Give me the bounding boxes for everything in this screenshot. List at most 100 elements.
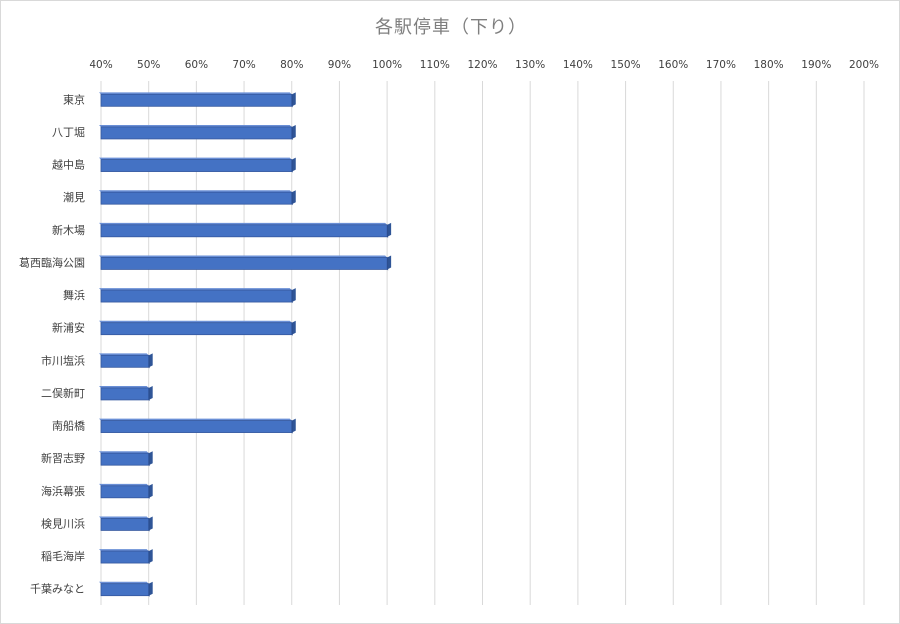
- category-label: 新習志野: [41, 451, 85, 465]
- category-label: 検見川浜: [41, 516, 85, 530]
- category-label: 南船橋: [52, 419, 85, 433]
- bar: [99, 157, 296, 173]
- category-label: 潮見: [63, 190, 85, 204]
- x-tick-label: 100%: [372, 59, 402, 71]
- bar-side-face: [387, 224, 389, 238]
- bar: [99, 222, 392, 238]
- bar-front-face: [100, 191, 293, 205]
- bar-top-face: [99, 581, 149, 584]
- x-tick-label: 140%: [563, 59, 593, 71]
- bar: [99, 451, 153, 467]
- bar-side-face: [148, 551, 150, 565]
- bar-top-face: [99, 255, 388, 258]
- category-label: 二俣新町: [41, 386, 85, 400]
- bar-side-face: [291, 192, 293, 206]
- x-axis-ticks: 40% 50% 60% 70% 80% 90% 100% 110% 120% 130% 140% 15…: [89, 59, 879, 71]
- category-label: 東京: [63, 92, 85, 106]
- bar-front-face: [100, 322, 293, 336]
- x-tick-label: 70%: [232, 59, 255, 71]
- x-tick-label: 160%: [658, 59, 688, 71]
- category-label: 葛西臨海公園: [19, 255, 85, 269]
- category-label: 稲毛海岸: [41, 549, 85, 563]
- category-label: 八丁堀: [52, 126, 85, 139]
- x-tick-label: 190%: [801, 59, 831, 71]
- bar-side-face: [387, 257, 389, 271]
- bar-side-face: [148, 518, 150, 532]
- bar-top-face: [99, 320, 292, 323]
- bar-top-face: [99, 451, 149, 454]
- bar: [99, 320, 296, 336]
- category-label: 新木場: [52, 223, 85, 237]
- category-label: 新浦安: [52, 321, 85, 335]
- x-tick-label: 120%: [467, 59, 497, 71]
- x-tick-label: 50%: [137, 59, 160, 71]
- bar-top-face: [99, 549, 149, 552]
- category-labels: 東京八丁堀越中島潮見新木場葛西臨海公園舞浜新浦安市川塩浜二俣新町南船橋新習志野海…: [19, 92, 85, 595]
- x-tick-label: 40%: [89, 59, 112, 71]
- category-label: 越中島: [52, 158, 85, 172]
- bar-top-face: [99, 157, 292, 160]
- bar-top-face: [99, 353, 149, 356]
- bar: [99, 124, 296, 140]
- bar-top-face: [99, 222, 388, 225]
- category-label: 市川塩浜: [41, 353, 85, 367]
- bar-side-face: [148, 355, 150, 369]
- bar-top-face: [99, 483, 149, 486]
- bar-front-face: [100, 289, 293, 303]
- bar-side-face: [291, 94, 293, 108]
- category-label: 海浜幕張: [41, 484, 85, 498]
- x-tick-label: 130%: [515, 59, 545, 71]
- bar: [99, 92, 296, 108]
- bar-front-face: [100, 354, 150, 368]
- bar-top-face: [99, 124, 292, 127]
- bar: [99, 418, 296, 434]
- bar: [99, 581, 153, 597]
- bar-side-face: [148, 485, 150, 499]
- x-tick-label: 200%: [849, 59, 879, 71]
- bar-side-face: [148, 453, 150, 467]
- bar-top-face: [99, 516, 149, 519]
- gridlines: [100, 81, 865, 605]
- bar-front-face: [100, 550, 150, 564]
- x-tick-label: 150%: [611, 59, 641, 71]
- bar: [99, 190, 296, 206]
- x-tick-label: 170%: [706, 59, 736, 71]
- bar: [99, 288, 296, 304]
- bar-top-face: [99, 288, 292, 291]
- bar-front-face: [100, 420, 293, 433]
- bar-side-face: [291, 126, 293, 140]
- x-tick-label: 110%: [420, 59, 450, 71]
- bar-front-face: [100, 93, 293, 107]
- bar-top-face: [99, 385, 149, 388]
- bar: [99, 516, 153, 532]
- bar-front-face: [100, 485, 150, 499]
- x-tick-label: 180%: [754, 59, 784, 71]
- bars: [99, 92, 392, 597]
- bar-top-face: [99, 418, 292, 421]
- category-label: 舞浜: [63, 289, 85, 302]
- bar-front-face: [100, 518, 150, 531]
- bar-front-face: [100, 387, 150, 401]
- category-label: 千葉みなと: [30, 582, 85, 596]
- bar: [99, 549, 153, 565]
- bar-front-face: [100, 224, 388, 238]
- bar-front-face: [100, 126, 293, 140]
- bar: [99, 255, 392, 271]
- bar-side-face: [148, 583, 150, 597]
- chart-title: 各駅停車（下り）: [375, 17, 527, 38]
- bar-side-face: [291, 420, 293, 434]
- x-tick-label: 90%: [328, 59, 351, 71]
- x-tick-label: 80%: [280, 59, 303, 71]
- bar-top-face: [99, 190, 292, 193]
- bar-front-face: [100, 159, 293, 172]
- bar-side-face: [291, 322, 293, 336]
- bar-side-face: [291, 290, 293, 304]
- bar: [99, 353, 153, 369]
- bar: [99, 385, 153, 401]
- bar-front-face: [100, 452, 150, 466]
- bar: [99, 483, 153, 499]
- x-tick-label: 60%: [185, 59, 208, 71]
- bar-side-face: [148, 387, 150, 401]
